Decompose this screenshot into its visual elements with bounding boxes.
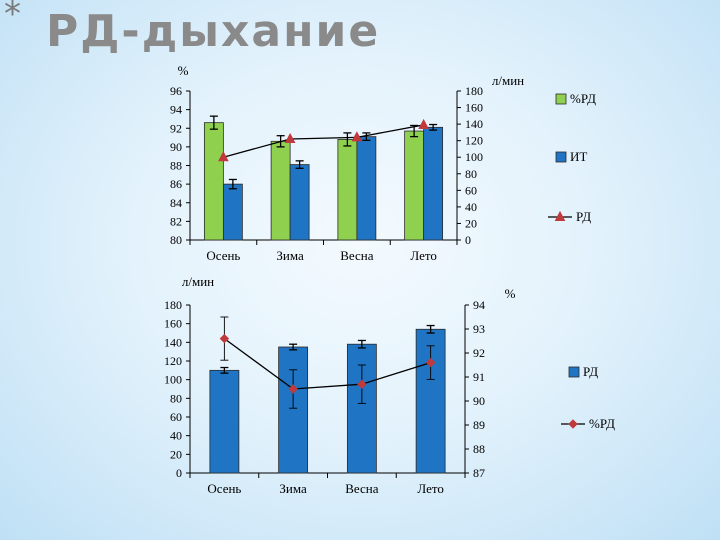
right-tick-label: 120 — [465, 134, 483, 148]
marker-%РД — [425, 357, 436, 368]
title-bullet: * — [4, 0, 21, 34]
right-tick-label: 91 — [473, 370, 485, 384]
left-axis-title: л/мин — [182, 274, 214, 289]
category-label: Лето — [417, 481, 444, 496]
left-tick-label: 96 — [170, 84, 182, 98]
line-РД — [223, 124, 424, 158]
marker-%РД — [357, 379, 367, 389]
right-tick-label: 140 — [465, 117, 483, 131]
legend-marker — [568, 419, 578, 429]
category-label: Зима — [276, 248, 304, 263]
left-tick-label: 84 — [170, 196, 182, 210]
right-axis-title: % — [505, 286, 516, 301]
right-tick-label: 160 — [465, 101, 483, 115]
bar-РД — [346, 343, 377, 474]
legend-label: ИТ — [570, 149, 587, 164]
right-tick-label: 80 — [465, 167, 477, 181]
marker-РД — [351, 131, 363, 142]
left-tick-label: 94 — [170, 103, 182, 117]
right-tick-label: 180 — [465, 84, 483, 98]
left-tick-label: 92 — [170, 121, 182, 135]
bar-РД — [209, 369, 240, 474]
right-axis-title: л/мин — [492, 73, 524, 88]
marker-%РД — [219, 333, 230, 344]
legend-swatch — [555, 93, 567, 105]
right-tick-label: 87 — [473, 466, 485, 480]
left-tick-label: 160 — [164, 317, 182, 331]
right-tick-label: 93 — [473, 322, 485, 336]
left-tick-label: 90 — [170, 140, 182, 154]
category-label: Осень — [207, 481, 241, 496]
right-tick-label: 89 — [473, 418, 485, 432]
right-tick-label: 88 — [473, 442, 485, 456]
slide-title: РД-дыхание — [46, 6, 381, 57]
category-label: Зима — [279, 481, 307, 496]
marker-%РД — [288, 384, 298, 394]
right-tick-label: 0 — [465, 233, 471, 247]
left-tick-label: 40 — [170, 429, 182, 443]
left-axis-title: % — [178, 63, 189, 78]
right-tick-label: 100 — [465, 150, 483, 164]
left-tick-label: 86 — [170, 177, 182, 191]
right-tick-label: 90 — [473, 394, 485, 408]
left-tick-label: 82 — [170, 214, 182, 228]
marker-РД — [418, 118, 429, 129]
right-tick-label: 60 — [465, 183, 477, 197]
left-tick-label: 100 — [164, 373, 182, 387]
left-tick-label: 120 — [164, 354, 182, 368]
line-%РД — [223, 338, 431, 390]
left-tick-label: 140 — [164, 335, 182, 349]
legend-swatch — [555, 151, 567, 163]
legend-marker — [554, 210, 566, 221]
legend-label: РД — [583, 364, 598, 379]
marker-РД — [284, 132, 296, 144]
category-label: Осень — [206, 248, 240, 263]
marker-РД — [218, 151, 229, 162]
title-bar: * РД-дыхание — [0, 0, 720, 60]
left-tick-label: 88 — [170, 159, 182, 173]
category-label: Лето — [410, 248, 437, 263]
right-tick-label: 92 — [473, 346, 485, 360]
left-tick-label: 60 — [170, 410, 182, 424]
legend-label: %РД — [589, 416, 615, 431]
legend-label: %РД — [570, 91, 596, 106]
right-tick-label: 20 — [465, 216, 477, 230]
legend-swatch — [568, 366, 580, 378]
bar-РД — [278, 346, 309, 474]
left-tick-label: 80 — [170, 391, 182, 405]
legend-label: РД — [576, 209, 591, 224]
left-tick-label: 0 — [176, 466, 182, 480]
right-tick-label: 94 — [473, 298, 485, 312]
left-tick-label: 20 — [170, 447, 182, 461]
right-tick-label: 40 — [465, 200, 477, 214]
category-label: Весна — [345, 481, 378, 496]
chart-top: 80 82 84 86 88 90 92 94 96 0 20 40 60 80 100 120 140 160 1… — [170, 63, 596, 263]
left-tick-label: 80 — [170, 233, 182, 247]
category-label: Весна — [340, 248, 373, 263]
left-tick-label: 180 — [164, 298, 182, 312]
